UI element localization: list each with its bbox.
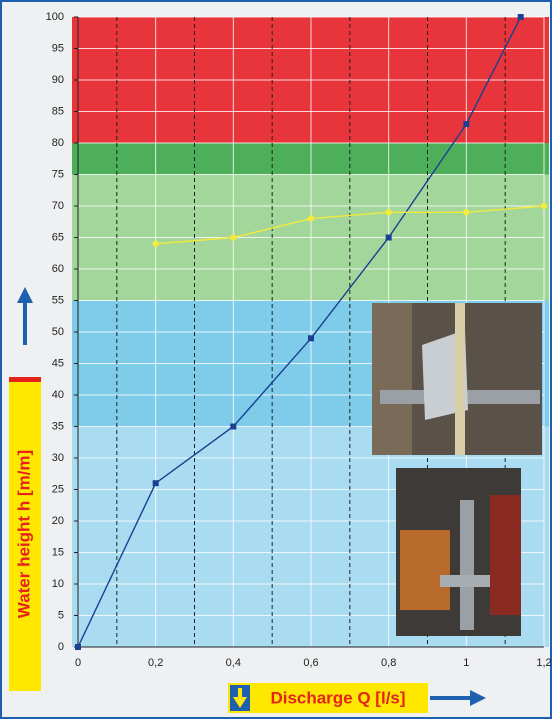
marker <box>385 209 391 215</box>
photo <box>372 303 542 455</box>
y-tick-label: 50 <box>52 326 64 338</box>
marker <box>230 234 236 240</box>
y-tick-label: 65 <box>52 231 64 243</box>
y-tick-label: 90 <box>52 74 64 86</box>
marker <box>463 121 469 127</box>
marker <box>308 215 314 221</box>
x-axis-title: Discharge Q [l/s] <box>270 688 405 707</box>
y-tick-label: 30 <box>52 452 64 464</box>
marker <box>308 335 314 341</box>
y-tick-label: 0 <box>58 641 64 653</box>
y-tick-label: 55 <box>52 294 64 306</box>
y-axis-title: Water height h [m/m] <box>14 450 33 618</box>
x-tick-label: 0,2 <box>148 657 163 669</box>
y-tick-label: 5 <box>58 609 64 621</box>
marker <box>541 203 547 209</box>
y-tick-label: 15 <box>52 546 64 558</box>
y-tick-label: 100 <box>46 11 64 23</box>
y-tick-label: 80 <box>52 137 64 149</box>
x-tick-label: 0,6 <box>303 657 318 669</box>
y-tick-label: 45 <box>52 357 64 369</box>
y-tick-label: 10 <box>52 578 64 590</box>
y-tick-label: 35 <box>52 420 64 432</box>
marker <box>386 235 392 241</box>
x-tick-label: 0 <box>75 657 81 669</box>
marker <box>518 14 524 20</box>
chart: 0510152025303540455055606570758085909510… <box>0 0 552 719</box>
marker <box>152 241 158 247</box>
y-tick-label: 75 <box>52 168 64 180</box>
x-tick-label: 1,2 <box>536 657 551 669</box>
y-tick-label: 40 <box>52 389 64 401</box>
y-tick-label: 20 <box>52 515 64 527</box>
label-bar <box>9 377 41 382</box>
x-tick-label: 1 <box>463 657 469 669</box>
photo <box>396 468 521 636</box>
y-tick-label: 25 <box>52 483 64 495</box>
marker <box>230 424 236 430</box>
marker <box>153 480 159 486</box>
y-tick-label: 60 <box>52 263 64 275</box>
marker <box>463 209 469 215</box>
marker <box>75 644 81 650</box>
y-tick-label: 70 <box>52 200 64 212</box>
x-tick-label: 0,4 <box>226 657 241 669</box>
x-tick-label: 0,8 <box>381 657 396 669</box>
y-tick-label: 95 <box>52 42 64 54</box>
y-tick-label: 85 <box>52 105 64 117</box>
